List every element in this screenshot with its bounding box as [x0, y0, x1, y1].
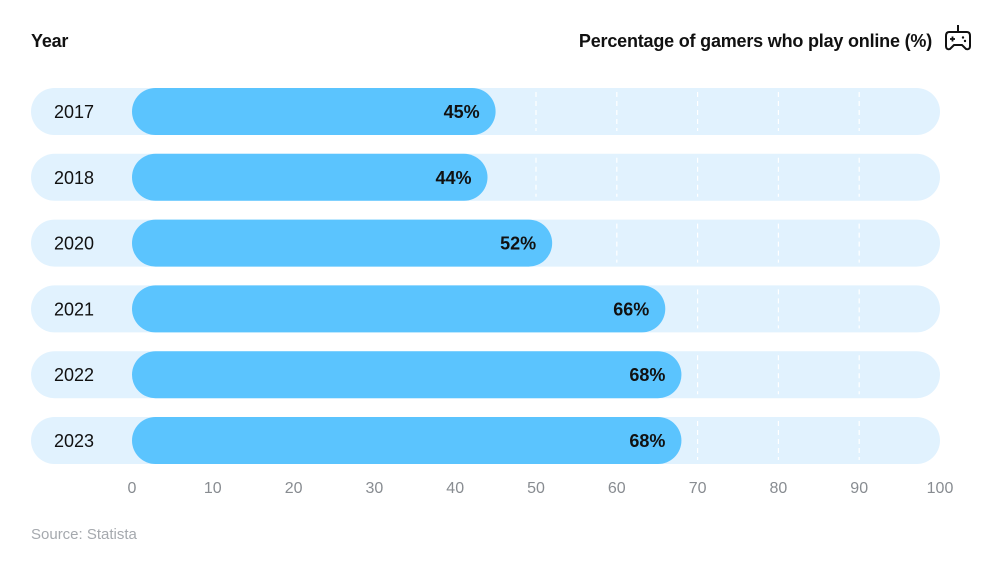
bar	[132, 153, 488, 201]
bar	[132, 88, 496, 135]
data-label: 52%	[500, 234, 536, 254]
category-label: 2022	[54, 365, 94, 385]
x-tick-label: 30	[366, 480, 384, 497]
data-label: 45%	[444, 102, 480, 122]
data-label: 68%	[629, 365, 665, 385]
category-label: 2018	[54, 168, 94, 188]
x-tick-label: 80	[770, 480, 788, 497]
data-label: 44%	[435, 168, 471, 188]
data-label: 66%	[613, 299, 649, 319]
x-axis-title: Percentage of gamers who play online (%)	[578, 31, 932, 51]
category-label: 2021	[54, 299, 94, 319]
x-tick-label: 100	[927, 480, 954, 497]
source-note: Source: Statista	[31, 526, 137, 543]
bar	[132, 417, 682, 464]
x-tick-label: 0	[128, 480, 137, 497]
category-label: 2023	[54, 431, 94, 451]
category-label: 2017	[54, 102, 94, 122]
x-tick-label: 90	[850, 480, 868, 497]
bar	[132, 219, 553, 267]
category-label: 2020	[54, 234, 94, 254]
x-tick-label: 70	[689, 480, 707, 497]
bar-chart: 2017 45% 2018 44% 2020 52% 2021 66% 2022 68% 2023 6…	[31, 88, 954, 497]
gamepad-icon	[945, 25, 971, 51]
bar	[132, 351, 682, 399]
x-tick-label: 40	[446, 480, 464, 497]
x-tick-label: 60	[608, 480, 626, 497]
x-tick-label: 20	[285, 480, 303, 497]
x-tick-label: 10	[204, 480, 222, 497]
y-axis-title: Year	[31, 31, 69, 51]
x-tick-label: 50	[527, 480, 545, 497]
data-label: 68%	[629, 431, 665, 451]
bar	[132, 285, 666, 333]
